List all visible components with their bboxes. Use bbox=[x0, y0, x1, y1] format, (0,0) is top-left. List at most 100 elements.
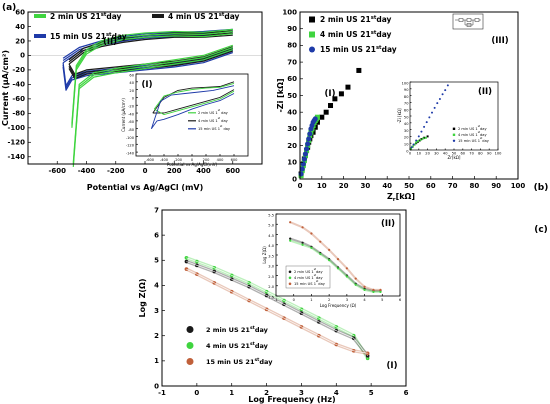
nyquist-point-2 bbox=[300, 161, 306, 167]
nyquist-point-2 bbox=[298, 171, 304, 177]
axes-frame-c bbox=[161, 209, 407, 387]
x-label-post: [kΩ] bbox=[396, 192, 415, 201]
inset-bode-point-1 bbox=[345, 275, 348, 278]
inset-cv-2-upper bbox=[150, 85, 235, 129]
y-tick-label: 40 bbox=[15, 23, 25, 31]
y-tick-label: -40 bbox=[128, 112, 135, 116]
y-tick-label: 6 bbox=[154, 231, 159, 239]
legend-post: day bbox=[255, 342, 269, 350]
panel-label-b: (b) bbox=[534, 183, 549, 193]
inset-nyquist-point-1 bbox=[415, 141, 418, 144]
bode-fit-1 bbox=[186, 261, 368, 356]
inset-nyquist-point-1 bbox=[411, 145, 414, 148]
cv-trace-2-upper bbox=[71, 30, 233, 126]
roman-label-a: (II) bbox=[103, 37, 117, 47]
legend-label: 2 min US 21stday bbox=[206, 325, 269, 334]
resistor-icon bbox=[474, 18, 480, 22]
inset-nyquist-point-2 bbox=[438, 98, 441, 100]
x-tick-label: 5 bbox=[369, 389, 374, 397]
x-label-sub: r bbox=[393, 197, 396, 203]
cv-trace-1-lower bbox=[68, 46, 233, 75]
inset-legend-label: 15 min US 1st day bbox=[198, 124, 231, 131]
x-tick-label: 20 bbox=[339, 182, 349, 190]
x-tick-label: -1 bbox=[158, 389, 166, 397]
x-tick-label: 0 bbox=[293, 298, 296, 302]
inset-cv-0-upper bbox=[152, 81, 235, 114]
legend-sup: st bbox=[316, 279, 318, 283]
legend-post: day bbox=[376, 30, 391, 39]
x-tick-label: 30 bbox=[434, 152, 439, 156]
resistor-icon bbox=[458, 18, 464, 22]
inset-cv-0-lower bbox=[152, 89, 235, 114]
inset-legend-label: 4 min US 1st day bbox=[198, 116, 229, 123]
legend-sup: st bbox=[314, 267, 316, 271]
x-tick-label: 5 bbox=[381, 298, 383, 302]
legend-marker bbox=[309, 16, 315, 23]
nyquist-point-2 bbox=[299, 166, 305, 172]
y-tick-label: 4.0 bbox=[268, 244, 274, 248]
inset-nyquist-point-0 bbox=[426, 135, 429, 138]
y-tick-label: -100 bbox=[7, 124, 25, 132]
cv-trace-2-lower bbox=[72, 44, 233, 163]
inset-bode-point-0 bbox=[289, 237, 292, 240]
x-tick-label: -200 bbox=[107, 167, 125, 175]
inset-nyquist-point-2 bbox=[410, 146, 413, 149]
y-tick-label: 2.5 bbox=[268, 275, 274, 279]
nyquist-point-2 bbox=[304, 146, 310, 152]
legend-text: 4 min US 1 bbox=[198, 119, 218, 123]
inset-x-label-b: Zr[kΩ] bbox=[448, 155, 461, 160]
inset-legend-label: 2 min US 1stday bbox=[458, 124, 487, 131]
inset-cv-1-upper bbox=[153, 82, 235, 110]
legend-sup: st bbox=[480, 136, 482, 140]
legend-text: 2 min US 1 bbox=[294, 270, 314, 274]
nyquist-point-1 bbox=[314, 114, 320, 120]
x-label-main: Z bbox=[387, 192, 393, 201]
legend-post: day bbox=[220, 111, 229, 115]
legend-post: day bbox=[376, 15, 391, 24]
y-tick-label: -100 bbox=[126, 136, 135, 140]
x-tick-label: 200 bbox=[203, 158, 211, 162]
nyquist-point-0 bbox=[345, 84, 351, 90]
legend-text: 4 min US 21 bbox=[206, 342, 250, 350]
legend-text: 15 min US 1 bbox=[294, 282, 316, 286]
y-tick-label: 20 bbox=[129, 89, 134, 93]
inset-legend-marker bbox=[288, 270, 292, 274]
legend-post: day bbox=[255, 326, 269, 334]
x-tick-label: -400 bbox=[160, 158, 169, 162]
legend-text: 15 min US 1 bbox=[198, 127, 220, 131]
y-tick-label: 30 bbox=[287, 125, 297, 133]
y-tick-label: -140 bbox=[126, 151, 135, 155]
legend-text: 15 min US 21 bbox=[320, 45, 376, 54]
y-axis-label-c: Log Z(Ω) bbox=[138, 278, 147, 317]
x-tick-label: 0 bbox=[194, 389, 199, 397]
legend-sup: st bbox=[106, 32, 112, 38]
x-tick-label: 10 bbox=[417, 152, 422, 156]
y-tick-label: 0 bbox=[406, 149, 409, 153]
legend-sup: st bbox=[218, 116, 220, 120]
legend-text: 2 min US 21 bbox=[206, 326, 250, 334]
legend-marker bbox=[186, 342, 194, 349]
panel-b: (b)0 10 20 30 40 50 60 70 80 90 100010203040506070… bbox=[276, 8, 548, 203]
circuit-wire bbox=[464, 20, 474, 26]
x-tick-label: 100 bbox=[495, 152, 503, 156]
y-tick-label: 3.0 bbox=[268, 265, 274, 269]
bode-point-2 bbox=[184, 267, 189, 271]
inset-legend-marker bbox=[288, 276, 292, 280]
inset-legend-label: 2 min US 1stday bbox=[294, 267, 323, 274]
inset-nyquist-point-2 bbox=[446, 84, 449, 87]
legend-label: 15 min US 21stday bbox=[50, 32, 127, 41]
legend-marker bbox=[309, 46, 315, 53]
inset-bode-point-1 bbox=[319, 252, 322, 256]
y-tick-label: 30 bbox=[404, 129, 409, 133]
legend-sup: st bbox=[371, 15, 377, 21]
inset-nyquist-point-1 bbox=[422, 137, 425, 140]
x-tick-label: -1 bbox=[274, 298, 278, 302]
inset-bode-point-2 bbox=[363, 285, 366, 288]
x-axis-label-b: Zr[kΩ] bbox=[387, 192, 415, 203]
roman-label-b: (I) bbox=[325, 89, 336, 99]
x-tick-label: 400 bbox=[196, 167, 211, 175]
y-tick-label: 7 bbox=[154, 206, 159, 214]
y-tick-label: 70 bbox=[287, 58, 297, 66]
inset-bode-point-2 bbox=[289, 221, 292, 224]
